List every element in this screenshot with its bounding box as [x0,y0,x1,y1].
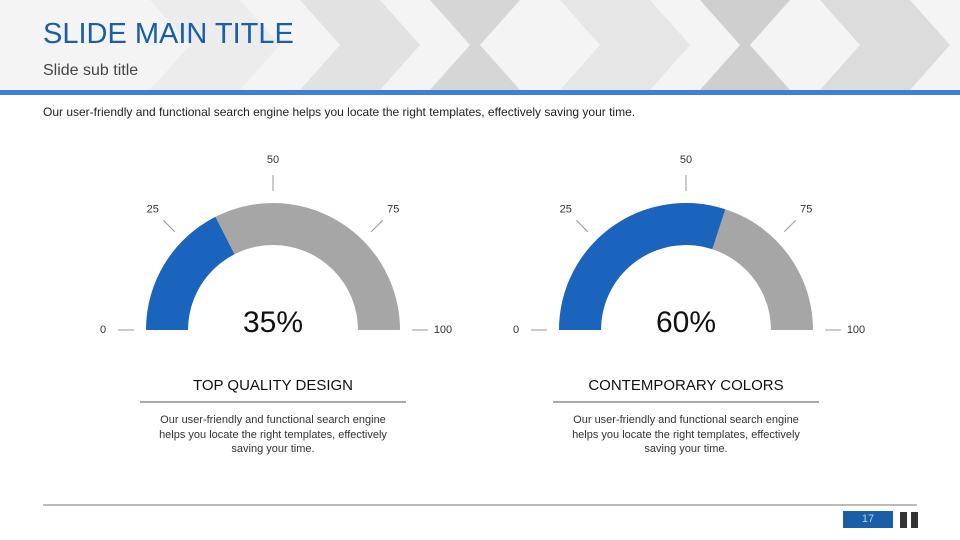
tick-mark [576,220,589,233]
gauge-value-label: 35% [243,306,303,339]
chart-description: Our user-friendly and functional search … [572,414,800,455]
hexagon [300,0,420,90]
hexagon [560,0,690,90]
tick-label: 0 [513,324,519,336]
tick-label: 50 [267,154,279,166]
slide-subtitle: Slide sub title [43,62,139,79]
tick-label: 75 [387,204,399,216]
header-pattern [0,0,960,95]
tick-label: 25 [147,204,159,216]
hexagon [820,0,950,90]
footer-bar [911,512,918,528]
tick-mark [163,220,176,233]
gauge-value [146,216,235,330]
chart-heading: CONTEMPORARY COLORS [588,377,784,394]
tick-label: 75 [800,204,812,216]
footer-bar [900,512,907,528]
tick-label: 100 [434,324,452,336]
tick-label: 25 [560,204,572,216]
gauge-value [559,202,726,330]
tick-label: 50 [680,154,692,166]
gauge-value-label: 60% [656,306,716,339]
tick-mark [370,220,383,233]
hexagon [700,0,790,90]
chart-description: Our user-friendly and functional search … [159,414,387,455]
hexagon [430,0,520,90]
tick-label: 0 [100,324,106,336]
page-number: 17 [843,511,893,528]
hexagon [150,0,280,90]
intro-text: Our user-friendly and functional search … [43,105,636,119]
header-rule [0,90,960,95]
tick-label: 100 [847,324,865,336]
tick-mark [783,220,796,233]
slide-title: SLIDE MAIN TITLE [43,18,294,50]
chart-heading: TOP QUALITY DESIGN [192,377,354,394]
